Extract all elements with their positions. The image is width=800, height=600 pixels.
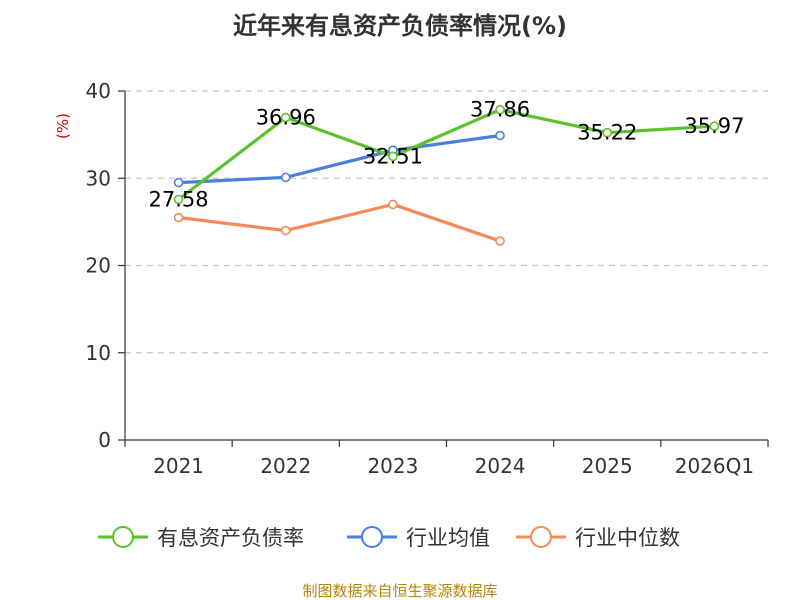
series-0 <box>173 104 720 205</box>
x-tick-label: 2021 <box>153 454 204 478</box>
chart-title: 近年来有息资产负债率情况(%) <box>233 12 567 40</box>
y-tick-label: 40 <box>86 79 111 103</box>
source-note: 制图数据来自恒生聚源数据库 <box>302 582 497 600</box>
data-point <box>280 172 291 183</box>
x-tick-label: 2025 <box>582 454 633 478</box>
data-label: 32.51 <box>363 144 423 168</box>
x-tick-label: 2023 <box>367 454 418 478</box>
data-point <box>709 121 720 131</box>
data-point <box>388 199 398 210</box>
legend-item: 行业中位数 <box>516 526 680 550</box>
legend-label: 行业均值 <box>406 526 490 550</box>
y-axis-label: (%) <box>54 113 72 139</box>
data-point <box>495 104 505 115</box>
data-label: 35.97 <box>684 114 744 138</box>
gridlines <box>125 90 768 354</box>
data-point <box>173 212 184 223</box>
data-label: 35.22 <box>577 121 637 145</box>
data-label: 36.96 <box>256 106 316 130</box>
data-point <box>495 130 505 141</box>
series-line <box>178 202 501 243</box>
series-line <box>178 133 501 185</box>
y-tick-label: 30 <box>86 166 111 190</box>
data-point <box>173 177 184 188</box>
y-tick-label: 10 <box>86 341 111 365</box>
data-point <box>495 236 505 246</box>
legend-label: 有息资产负债率 <box>157 526 304 550</box>
series-2 <box>173 199 505 246</box>
series-1 <box>173 130 505 188</box>
data-label: 27.58 <box>149 187 209 211</box>
legend-swatch-marker <box>112 526 134 548</box>
data-point <box>280 112 291 123</box>
x-tick-label: 2022 <box>260 454 311 478</box>
legend: 有息资产负债率 行业均值 行业中位数 <box>98 526 680 550</box>
axes: 0 10 20 30 40 2021 2022 2023 2024 2025 2026Q1 <box>86 79 769 478</box>
legend-label: 行业中位数 <box>575 526 680 550</box>
legend-swatch-marker <box>361 526 383 548</box>
legend-item: 有息资产负债率 <box>98 526 304 550</box>
legend-swatch-marker <box>530 526 552 548</box>
data-point <box>280 225 291 236</box>
y-tick-label: 0 <box>98 428 111 452</box>
data-point <box>388 151 398 162</box>
series-line <box>177 108 715 201</box>
data-point <box>173 194 184 205</box>
x-tick-label: 2026Q1 <box>675 454 754 478</box>
data-label: 37.86 <box>470 98 530 122</box>
y-tick-label: 20 <box>86 254 111 278</box>
data-point <box>602 127 613 138</box>
data-labels: 27.58 36.96 32.51 37.86 35.22 35.97 <box>149 98 745 212</box>
series-layer <box>173 104 720 246</box>
x-tick-label: 2024 <box>475 454 526 478</box>
legend-item: 行业均值 <box>347 526 490 550</box>
